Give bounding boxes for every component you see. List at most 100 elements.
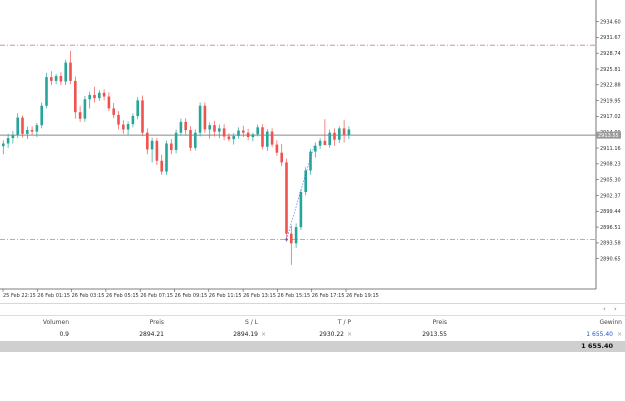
bull-candle bbox=[174, 132, 178, 150]
bull-candle bbox=[88, 94, 91, 100]
time-tick-label: 26 Feb 07:15 bbox=[140, 293, 173, 299]
bull-candle bbox=[64, 62, 67, 82]
table-row[interactable]: 0.9 2894.21 2894.19 × 2930.22 × 2913.55 … bbox=[0, 329, 625, 341]
header-profit[interactable]: Gewinn bbox=[599, 319, 622, 326]
bear-candle bbox=[184, 121, 187, 131]
current-price-label: 2913.55 bbox=[596, 131, 621, 139]
bear-candle bbox=[333, 132, 336, 140]
bull-candle bbox=[98, 92, 101, 99]
header-tp[interactable]: T / P bbox=[337, 319, 351, 326]
bear-candle bbox=[222, 128, 226, 137]
bull-candle bbox=[251, 134, 255, 138]
bull-candle bbox=[11, 134, 15, 139]
row-tp[interactable]: 2930.22 bbox=[319, 331, 344, 338]
price-chart[interactable]: 2934.60 2931.67 2928.74 2925.81 2922.88 2919.… bbox=[0, 0, 625, 303]
scroll-right-icon[interactable]: › bbox=[614, 305, 617, 313]
bear-candle bbox=[280, 152, 283, 163]
bull-candle bbox=[294, 227, 298, 244]
bear-candle bbox=[102, 92, 106, 97]
bull-candle bbox=[338, 128, 341, 140]
bull-candle bbox=[179, 121, 183, 133]
bull-candle bbox=[328, 132, 331, 146]
bull-candle bbox=[304, 170, 307, 193]
bull-candle bbox=[16, 117, 19, 135]
bear-candle bbox=[246, 132, 250, 138]
time-tick-label: 26 Feb 01:15 bbox=[37, 293, 70, 299]
time-tick-label: 25 Feb 22:15 bbox=[3, 293, 36, 299]
header-volume[interactable]: Volumen bbox=[42, 319, 69, 326]
bull-candle bbox=[232, 135, 235, 140]
row-price: 2894.21 bbox=[139, 331, 164, 338]
bull-candle bbox=[54, 76, 58, 81]
price-tick-label: 2919.95 bbox=[600, 98, 621, 104]
bull-candle bbox=[198, 105, 202, 133]
bear-candle bbox=[74, 80, 77, 113]
price-tick-label: 2896.51 bbox=[600, 225, 621, 231]
price-tick-label: 2902.37 bbox=[600, 193, 621, 199]
time-tick-label: 26 Feb 13:15 bbox=[243, 293, 276, 299]
time-tick-label: 26 Feb 09:15 bbox=[175, 293, 208, 299]
candles bbox=[1, 50, 351, 265]
time-tick-label: 26 Feb 03:15 bbox=[72, 293, 105, 299]
bull-candle bbox=[347, 129, 351, 135]
price-tick-label: 2931.67 bbox=[600, 35, 621, 41]
bull-candle bbox=[314, 145, 317, 152]
remove-tp-icon[interactable]: × bbox=[346, 331, 352, 338]
time-labels: 25 Feb 22:15 26 Feb 01:15 26 Feb 03:15 26 F… bbox=[2, 289, 379, 299]
bull-candle bbox=[318, 140, 322, 146]
close-position-icon[interactable]: × bbox=[616, 331, 622, 338]
bear-candle bbox=[59, 76, 63, 82]
bear-candle bbox=[160, 160, 163, 172]
bull-candle bbox=[83, 99, 87, 119]
bear-candle bbox=[21, 117, 24, 134]
time-tick-label: 26 Feb 19:15 bbox=[346, 293, 379, 299]
bull-candle bbox=[45, 77, 48, 106]
bull-candle bbox=[136, 100, 139, 116]
chart-scrollbar[interactable]: ‹ › bbox=[0, 303, 625, 316]
bear-candle bbox=[275, 144, 279, 153]
bear-candle bbox=[285, 162, 288, 234]
current-price-label-text: 2913.55 bbox=[598, 133, 619, 139]
price-tick-label: 2917.02 bbox=[600, 114, 621, 120]
bull-candle bbox=[165, 143, 168, 172]
time-tick-label: 26 Feb 17:15 bbox=[312, 293, 345, 299]
price-tick-label: 2934.60 bbox=[600, 19, 621, 25]
chart-canvas[interactable]: 2934.60 2931.67 2928.74 2925.81 2922.88 2919.… bbox=[0, 0, 625, 303]
row-sl[interactable]: 2894.19 bbox=[233, 331, 258, 338]
bear-candle bbox=[69, 62, 72, 81]
bull-candle bbox=[6, 138, 10, 144]
bear-candle bbox=[189, 130, 192, 148]
price-tick-label: 2893.58 bbox=[600, 241, 621, 247]
bull-candle bbox=[256, 127, 259, 135]
bear-candle bbox=[78, 112, 82, 119]
trade-history-line bbox=[286, 146, 315, 240]
bear-candle bbox=[170, 143, 173, 150]
bear-candle bbox=[117, 114, 120, 125]
header-current-price[interactable]: Preis bbox=[432, 319, 447, 326]
bull-candle bbox=[309, 151, 312, 171]
row-profit: 1 655.40 bbox=[586, 331, 613, 338]
price-tick-label: 2928.74 bbox=[600, 51, 621, 57]
bull-candle bbox=[150, 140, 154, 150]
scroll-left-icon[interactable]: ‹ bbox=[603, 305, 606, 313]
price-tick-label: 2890.65 bbox=[600, 257, 621, 263]
chart-background bbox=[0, 0, 625, 303]
bull-candle bbox=[194, 132, 197, 148]
bear-candle bbox=[261, 127, 264, 147]
bear-candle bbox=[203, 105, 207, 130]
bear-candle bbox=[122, 124, 125, 130]
trade-table: Volumen Preis S / L T / P Preis Gewinn 0… bbox=[0, 315, 625, 401]
price-ticks: 2934.60 2931.67 2928.74 2925.81 2922.88 2919.… bbox=[596, 19, 621, 263]
bull-candle bbox=[26, 130, 29, 134]
total-row: 1 655.40 bbox=[0, 341, 625, 352]
bear-candle bbox=[342, 128, 346, 135]
price-tick-label: 2922.88 bbox=[600, 83, 621, 89]
bear-candle bbox=[270, 131, 274, 145]
header-sl[interactable]: S / L bbox=[245, 319, 258, 326]
remove-sl-icon[interactable]: × bbox=[260, 331, 266, 338]
row-current-price: 2913.55 bbox=[422, 331, 447, 338]
bull-candle bbox=[126, 124, 130, 130]
header-price[interactable]: Preis bbox=[149, 319, 164, 326]
bear-candle bbox=[112, 108, 115, 115]
bull-candle bbox=[40, 105, 43, 126]
